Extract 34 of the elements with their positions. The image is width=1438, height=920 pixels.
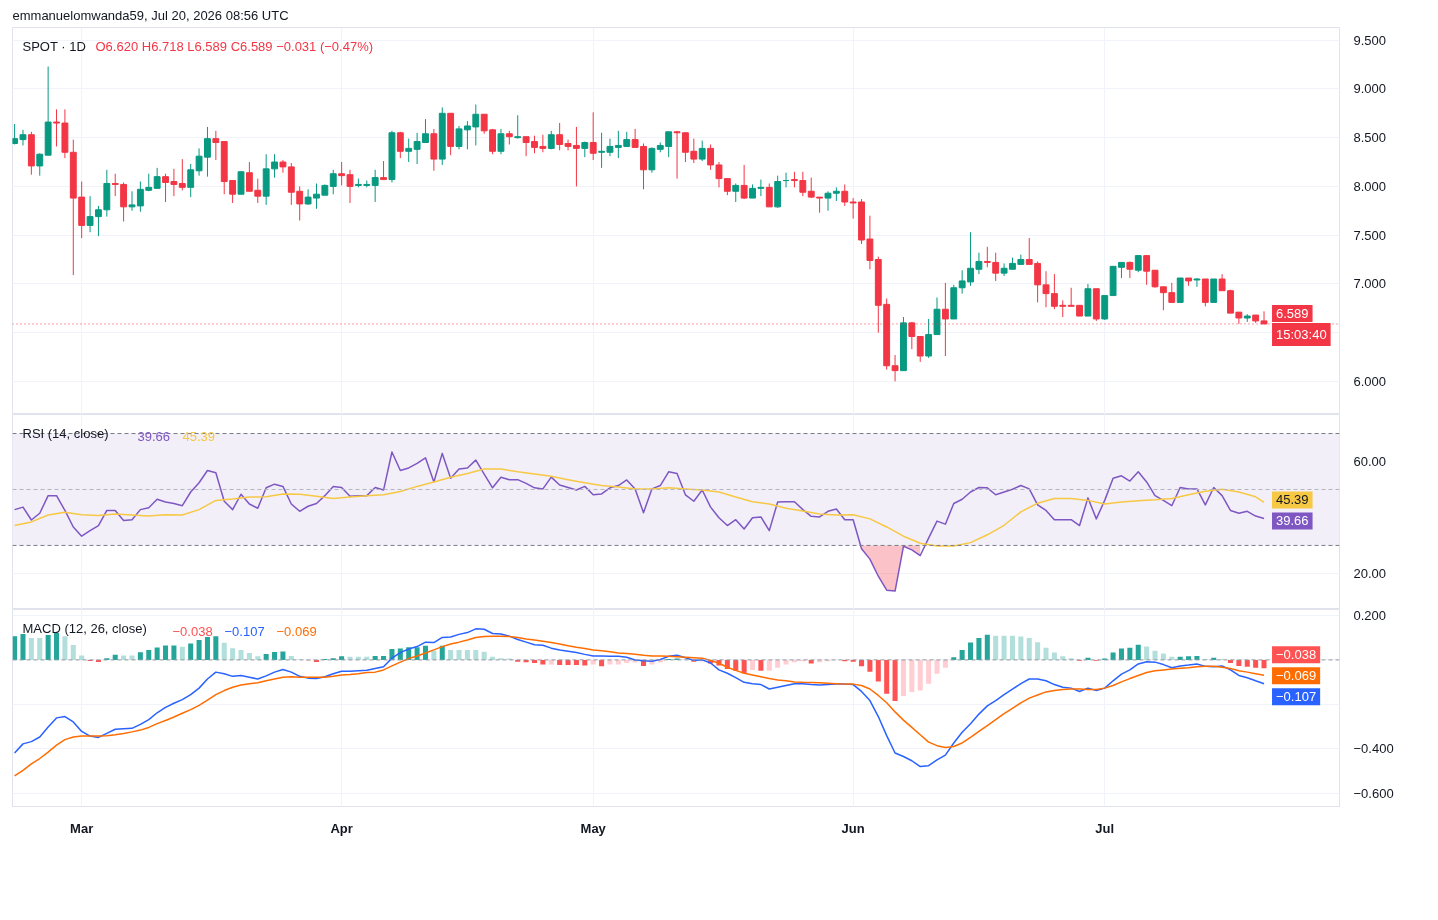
annotation: 45.39 [1276, 492, 1309, 508]
annotation: −0.038 [1276, 647, 1317, 663]
chart-subtitle: emmanuelomwanda59, Jul 20, 2026 08:56 UTC [12, 7, 289, 23]
annotation: −0.069 [1276, 668, 1317, 684]
x-tick-label: Apr [330, 820, 353, 836]
annotation: 39.66 [137, 428, 171, 444]
annotation: −0.107 [1276, 689, 1317, 705]
ref-line-label: 6.589 [1276, 305, 1309, 321]
annotation: 45.39 [182, 428, 216, 444]
y-tick-label: 7.500 [1353, 227, 1387, 243]
annotation: O6.620 H6.718 L6.589 C6.589 −0.031 (−0.47%) [95, 38, 374, 54]
y-tick-label: 0.200 [1353, 608, 1387, 623]
y-tick-label: 7.000 [1353, 276, 1387, 292]
y-tick-label: 9.500 [1353, 32, 1387, 48]
annotation: −0.107 [224, 623, 265, 639]
annotation: 15:03:40 [1276, 326, 1327, 342]
y-tick-label: 8.500 [1353, 130, 1387, 146]
y-tick-label: 20.00 [1353, 565, 1387, 581]
y-tick-label: −0.400 [1353, 741, 1394, 757]
annotation: −0.038 [172, 623, 213, 639]
y-tick-label: 6.000 [1353, 373, 1387, 389]
text: RSI (14, close) [22, 425, 109, 441]
text: SPOT · 1D [22, 38, 86, 54]
annotation: 39.66 [1276, 513, 1309, 529]
annotation: −0.069 [276, 623, 317, 639]
y-tick-label: 8.000 [1353, 178, 1387, 194]
y-tick-label: −0.600 [1353, 785, 1394, 801]
y-tick-label: 9.000 [1353, 81, 1387, 97]
x-tick-label: Jun [841, 820, 865, 836]
x-tick-label: May [580, 820, 607, 836]
x-tick-label: Jul [1095, 820, 1115, 836]
x-tick-label: Mar [70, 820, 94, 836]
y-tick-label: 60.00 [1353, 454, 1387, 469]
text: MACD (12, 26, close) [22, 620, 147, 636]
